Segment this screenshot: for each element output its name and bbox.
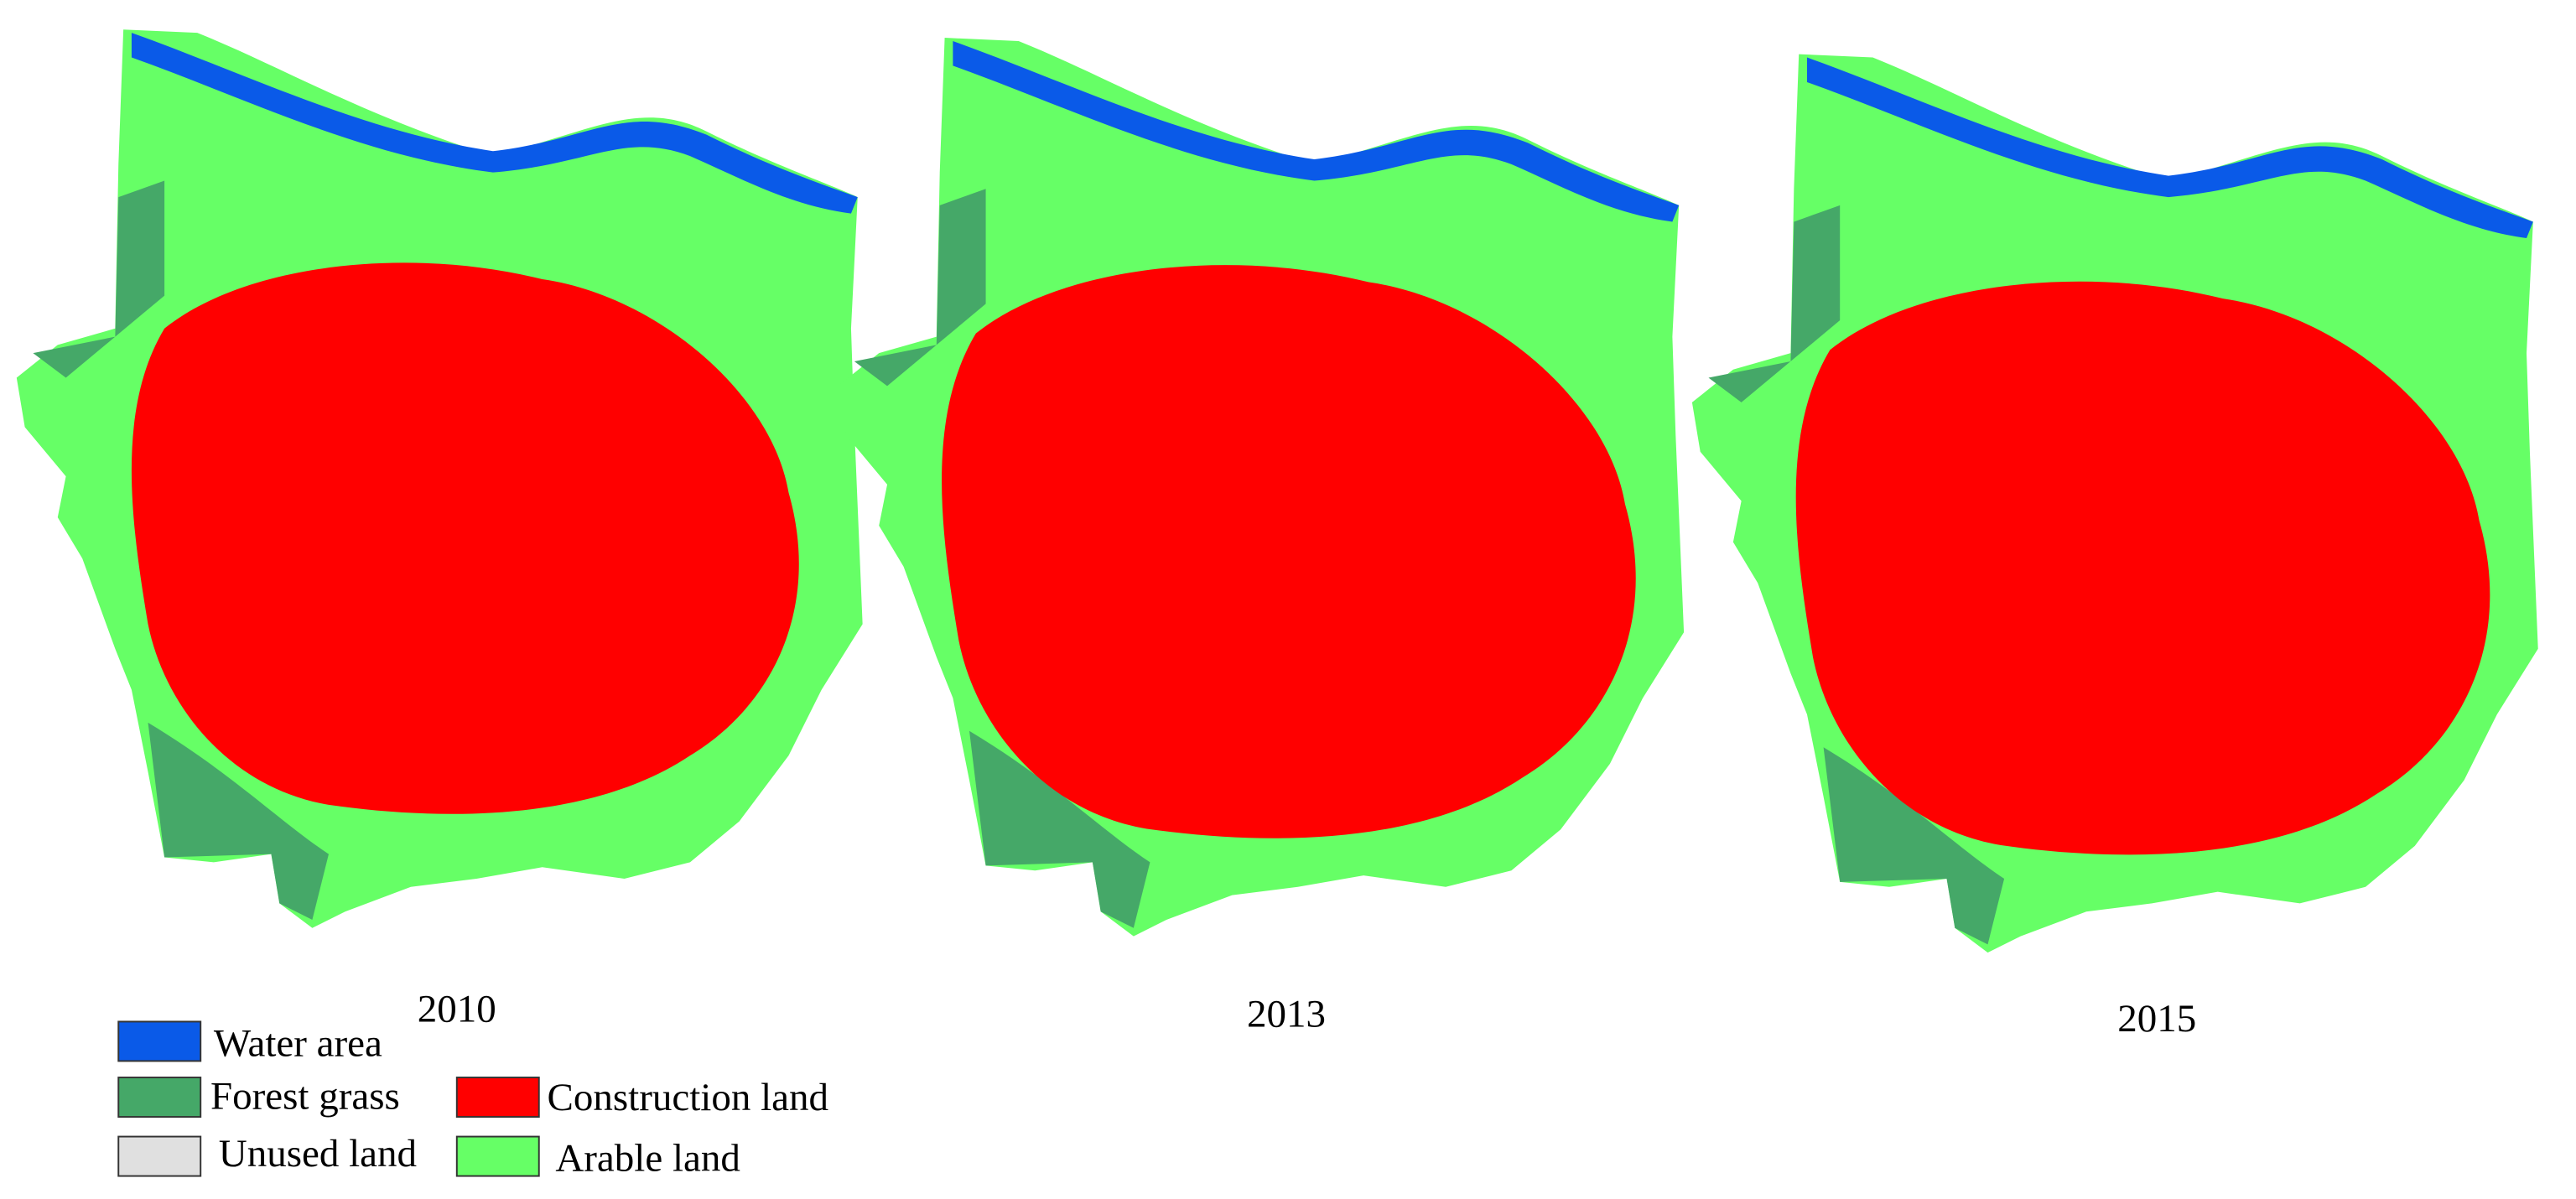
land-use-map [838, 38, 1685, 937]
legend-swatch [117, 1135, 202, 1177]
legend-label: Unused land [219, 1132, 417, 1176]
legend: Water area Forest grass Construction land U… [117, 1020, 829, 1181]
legend-swatch [117, 1020, 202, 1062]
legend-label: Forest grass [210, 1074, 400, 1118]
map-year-label: 2010 [418, 987, 496, 1030]
legend-swatch [455, 1135, 540, 1177]
legend-swatch [455, 1077, 540, 1119]
map-year-label: 2015 [2117, 997, 2196, 1041]
map-year-label: 2013 [1247, 992, 1326, 1036]
legend-label: Construction land [548, 1076, 829, 1119]
legend-label: Arable land [555, 1137, 740, 1181]
land-use-map [1691, 54, 2538, 953]
land-use-map [16, 29, 863, 928]
legend-label: Water area [214, 1022, 382, 1066]
maps: 2010 2013 2015 [16, 29, 2538, 1041]
legend-swatch [117, 1077, 202, 1119]
